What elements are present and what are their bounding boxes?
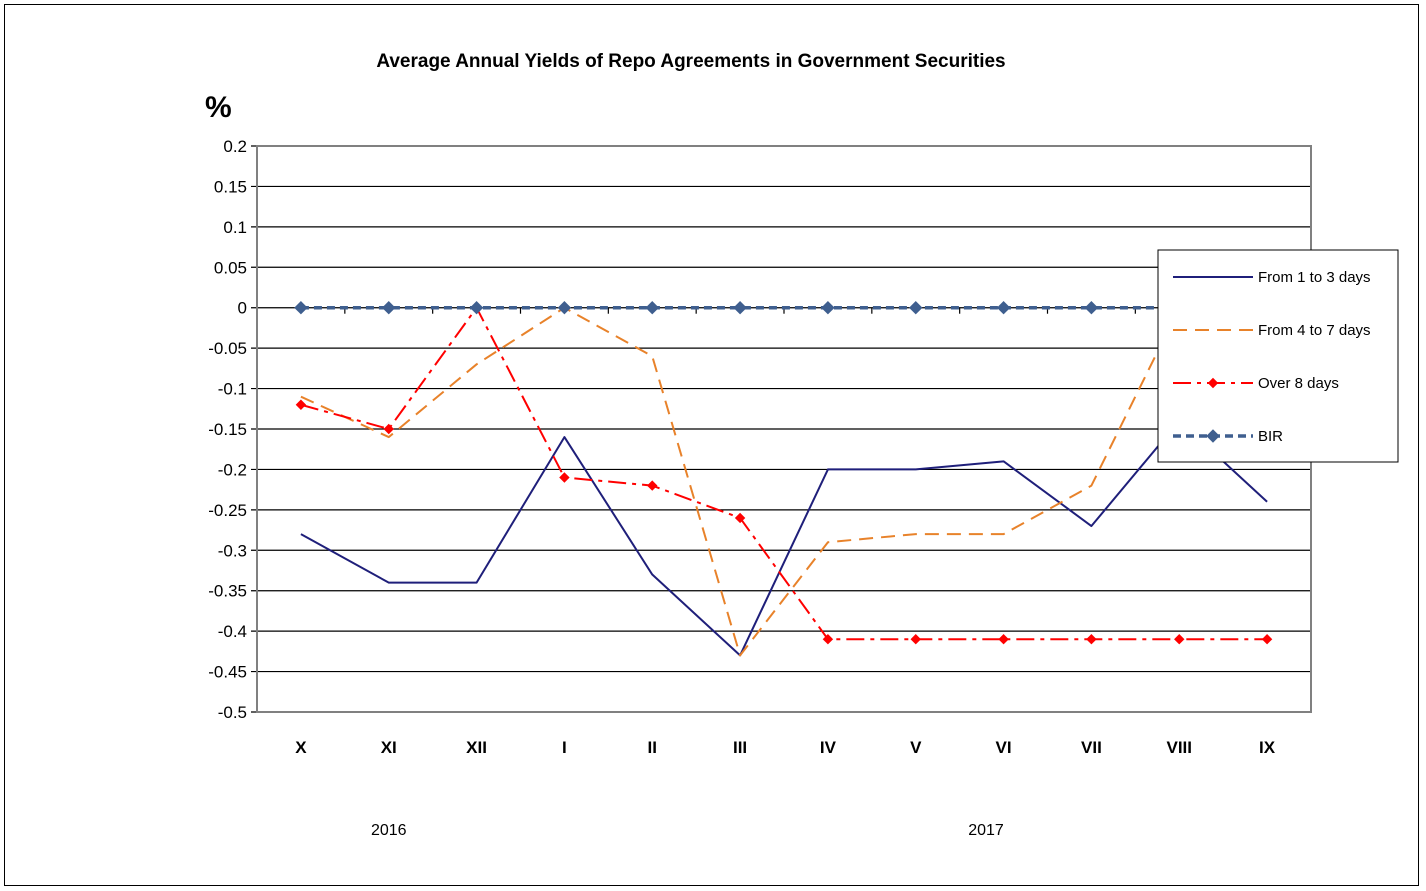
x-tick-label: V [910,738,922,757]
y-tick-label: -0.3 [218,541,247,560]
grid-lines [251,145,1312,713]
legend: From 1 to 3 days From 4 to 7 days Over 8 d… [1157,249,1399,463]
y-tick-label: -0.25 [208,501,247,520]
data-point [1174,634,1185,645]
series-lines [294,301,1274,657]
data-point [647,480,658,491]
x-tick-label: II [648,738,657,757]
data-point [469,301,484,315]
legend-label: BIR [1258,428,1283,445]
y-tick-label: -0.15 [208,420,247,439]
data-point [295,399,307,410]
x-tick-label: VIII [1166,738,1192,757]
data-point [822,634,834,645]
y-axis-ticks: 0.2 0.15 0.1 0.05 0 -0.05 -0.1 -0.15 -0.2 -0.25 -0… [208,137,247,722]
year-labels: 2016 2017 [371,822,1004,839]
data-point [1261,634,1273,645]
year-label: 2016 [371,822,407,839]
data-point [996,301,1011,315]
y-axis-label: % [205,91,232,124]
data-point [1206,429,1220,443]
chart-svg: Average Annual Yields of Repo Agreements… [205,51,1399,839]
y-tick-label: -0.45 [208,663,247,682]
legend-label: From 4 to 7 days [1258,322,1371,339]
x-tick-label: III [733,738,747,757]
y-tick-label: -0.5 [218,703,247,722]
series-line [300,306,1268,657]
legend-label: From 1 to 3 days [1258,269,1371,286]
data-point [909,301,923,315]
x-tick-label: XI [381,738,397,757]
data-point [1086,634,1097,645]
legend-item: From 1 to 3 days [1173,269,1371,286]
data-point [559,472,570,483]
data-point [645,301,659,315]
y-tick-label: -0.2 [218,460,247,479]
y-tick-label: -0.35 [208,582,247,601]
series-line [300,419,1268,657]
x-tick-label: IV [820,738,837,757]
legend-label: Over 8 days [1258,375,1339,392]
legend-item: BIR [1173,428,1283,445]
series-from-4-to-7-days [300,306,1268,657]
year-label: 2017 [968,822,1004,839]
data-point [382,301,396,315]
chart-frame: Average Annual Yields of Repo Agreements… [4,4,1419,886]
data-point [910,634,921,645]
data-point [1084,301,1099,315]
x-axis-ticks: X XI XII I II III IV V VI VII VIII IX [295,738,1276,757]
y-tick-label: 0.05 [214,258,247,277]
data-point [733,301,747,315]
chart-title: Average Annual Yields of Repo Agreements… [376,51,1005,72]
x-tick-label: I [562,738,567,757]
data-point [734,512,746,524]
x-tick-label: X [295,738,307,757]
y-tick-label: -0.05 [208,339,247,358]
y-tick-label: 0 [238,299,247,318]
data-point [557,301,572,315]
legend-item: Over 8 days [1173,375,1339,392]
y-tick-label: -0.1 [218,380,247,399]
y-tick-label: -0.4 [218,622,247,641]
y-tick-label: 0.1 [223,218,247,237]
legend-box [1157,249,1399,463]
data-point [294,301,308,315]
x-tick-label: IX [1259,738,1276,757]
data-point [383,423,394,435]
series-over-8-days [295,302,1273,645]
series-line [300,306,1268,641]
x-tick-label: VII [1081,738,1102,757]
x-tick-label: VI [996,738,1012,757]
series-from-1-to-3-days [300,419,1268,657]
data-point [821,301,835,315]
y-tick-label: 0.15 [214,177,247,196]
legend-item: From 4 to 7 days [1173,322,1371,339]
x-tick-label: XII [466,738,487,757]
data-point [998,634,1009,645]
data-point [1207,377,1219,389]
y-tick-label: 0.2 [223,137,247,156]
